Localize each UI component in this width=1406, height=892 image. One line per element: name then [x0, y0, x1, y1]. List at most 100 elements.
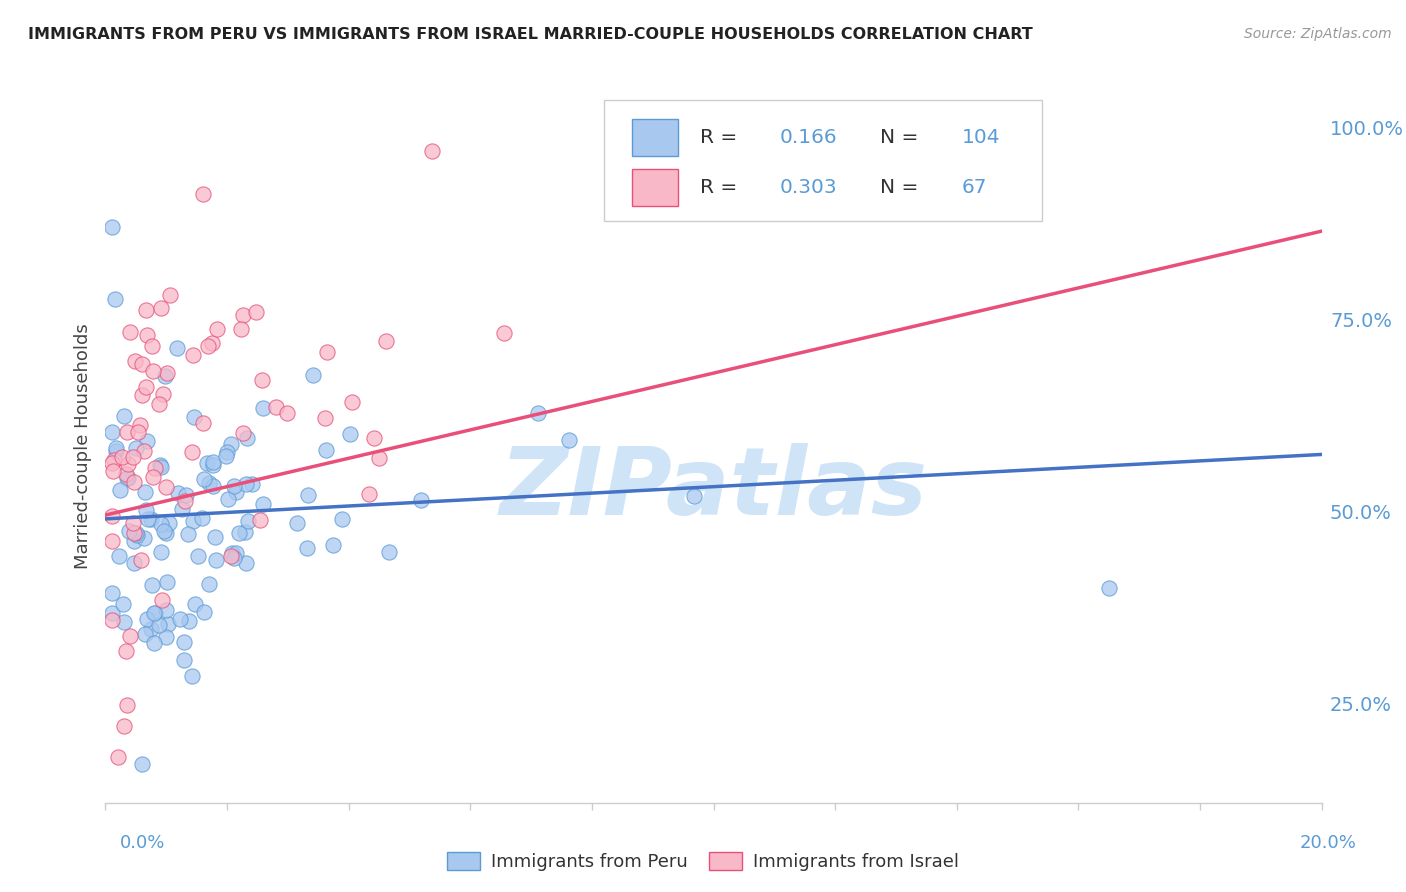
Point — [135, 502, 157, 516]
Point — [117, 457, 139, 471]
Point — [156, 574, 179, 589]
Point — [169, 611, 191, 625]
Point — [136, 328, 159, 343]
Point — [100, 220, 122, 235]
Point — [314, 411, 336, 425]
Point — [235, 556, 257, 570]
Point — [201, 479, 224, 493]
Point — [193, 472, 215, 486]
Point — [115, 471, 138, 485]
Point — [170, 502, 193, 516]
Point — [215, 449, 238, 463]
Point — [112, 615, 135, 630]
Point — [134, 627, 156, 641]
Point — [245, 305, 267, 319]
Point — [166, 342, 188, 356]
Point — [108, 483, 131, 497]
Point — [100, 425, 122, 439]
Point — [131, 387, 153, 401]
Point — [177, 527, 200, 541]
Point — [180, 669, 202, 683]
Point — [195, 456, 218, 470]
Text: 0.0%: 0.0% — [120, 834, 165, 852]
Point — [207, 322, 229, 336]
Point — [225, 546, 247, 560]
Point — [155, 480, 177, 494]
Point — [112, 597, 135, 611]
Point — [117, 471, 139, 485]
Point — [316, 344, 339, 359]
Point — [420, 144, 443, 158]
Point — [201, 458, 224, 473]
Point — [120, 325, 142, 339]
Point — [173, 652, 195, 666]
Point — [264, 401, 287, 415]
Point — [150, 545, 173, 559]
Point — [122, 534, 145, 549]
Point — [301, 368, 323, 382]
Point — [363, 431, 385, 445]
Point — [191, 186, 214, 201]
Text: IMMIGRANTS FROM PERU VS IMMIGRANTS FROM ISRAEL MARRIED-COUPLE HOUSEHOLDS CORRELA: IMMIGRANTS FROM PERU VS IMMIGRANTS FROM … — [28, 27, 1033, 42]
Point — [131, 357, 153, 371]
Point — [100, 613, 122, 627]
Point — [124, 442, 146, 456]
Point — [136, 511, 159, 525]
Point — [558, 434, 581, 448]
Point — [201, 336, 224, 351]
Point — [115, 698, 138, 713]
Point — [249, 513, 271, 527]
Point — [115, 467, 138, 482]
Point — [219, 437, 242, 451]
Point — [219, 549, 242, 564]
Point — [150, 459, 173, 474]
Point — [224, 550, 246, 565]
Point — [153, 524, 176, 539]
Point — [131, 757, 153, 772]
Point — [124, 354, 146, 368]
Point — [141, 622, 163, 636]
Point — [166, 486, 188, 500]
Point — [225, 485, 247, 500]
Point — [181, 514, 204, 528]
Point — [128, 418, 150, 433]
Point — [224, 479, 246, 493]
Point — [105, 443, 128, 458]
Point — [142, 636, 165, 650]
Point — [135, 379, 157, 393]
Point — [148, 617, 170, 632]
Point — [191, 510, 214, 524]
Point — [378, 544, 401, 558]
Point — [285, 516, 308, 530]
Point — [143, 606, 166, 620]
Point — [494, 326, 516, 340]
Point — [215, 445, 238, 459]
Text: R =: R = — [700, 178, 744, 197]
Point — [229, 322, 252, 336]
Point — [252, 497, 274, 511]
Point — [183, 598, 205, 612]
Point — [252, 401, 274, 416]
Point — [180, 445, 202, 459]
Point — [122, 556, 145, 570]
Point — [174, 488, 197, 502]
Text: 67: 67 — [962, 178, 987, 197]
Point — [235, 477, 257, 491]
Point — [368, 450, 391, 465]
Text: 20.0%: 20.0% — [1301, 834, 1357, 852]
Point — [100, 607, 122, 621]
Point — [155, 525, 177, 540]
Point — [105, 442, 128, 456]
Point — [153, 368, 176, 383]
Point — [108, 549, 131, 563]
Point — [198, 577, 221, 591]
Point — [100, 456, 122, 470]
Text: N =: N = — [880, 128, 925, 147]
Point — [115, 425, 138, 439]
Point — [233, 524, 256, 539]
Point — [150, 301, 173, 315]
Text: Source: ZipAtlas.com: Source: ZipAtlas.com — [1244, 27, 1392, 41]
Point — [141, 578, 163, 592]
Point — [202, 455, 225, 469]
Point — [183, 409, 205, 424]
